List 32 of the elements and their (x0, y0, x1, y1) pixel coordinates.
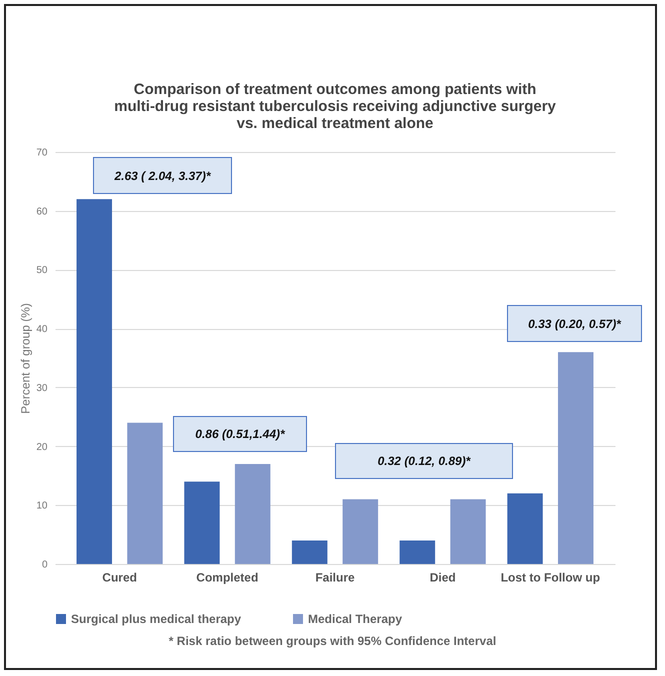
bar (234, 464, 270, 564)
legend-label: Medical Therapy (308, 612, 402, 626)
bar (558, 352, 594, 564)
bar (342, 499, 378, 564)
bar (76, 199, 112, 564)
text: * Risk ratio between groups with 95% Confidence Interval (168, 634, 498, 648)
x-tick-label: Completed (196, 570, 258, 584)
text-box: 0.33 (0.20, 0.57)* (507, 305, 642, 342)
bar (450, 499, 486, 564)
y-tick-label: 70 (36, 148, 48, 158)
y-tick-label: 30 (36, 382, 48, 394)
x-tick-label: Lost to Follow up (500, 570, 600, 584)
x-tick-label: Cured (102, 570, 137, 584)
bar (400, 540, 436, 564)
y-tick-label: 0 (42, 560, 48, 570)
bar (127, 422, 163, 564)
chart-title: Comparison of treatment outcomes among patients with multi-drug resistant tuberculosis receiving adjunctive surgery vs. medical treatment alone (114, 81, 557, 132)
text-box: 2.63 ( 2.04, 3.37)* (93, 157, 232, 194)
legend-label: Surgical plus medical therapy (71, 612, 242, 626)
y-tick-label: 60 (36, 206, 48, 218)
y-tick-label: 20 (36, 442, 48, 453)
x-tick-label: Died (430, 570, 456, 584)
bar (507, 493, 543, 564)
bar (184, 482, 220, 564)
y-tick-label: 40 (36, 324, 48, 336)
text-box: 0.32 (0.12, 0.89)* (335, 443, 513, 479)
y-axis-title: Percent of group (%) (18, 303, 32, 414)
y-tick-label: 50 (36, 265, 48, 276)
bar (292, 540, 328, 564)
y-tick-label: 10 (36, 500, 48, 512)
x-tick-label: Failure (315, 570, 355, 584)
text-box: 0.86 (0.51,1.44)* (173, 416, 307, 452)
